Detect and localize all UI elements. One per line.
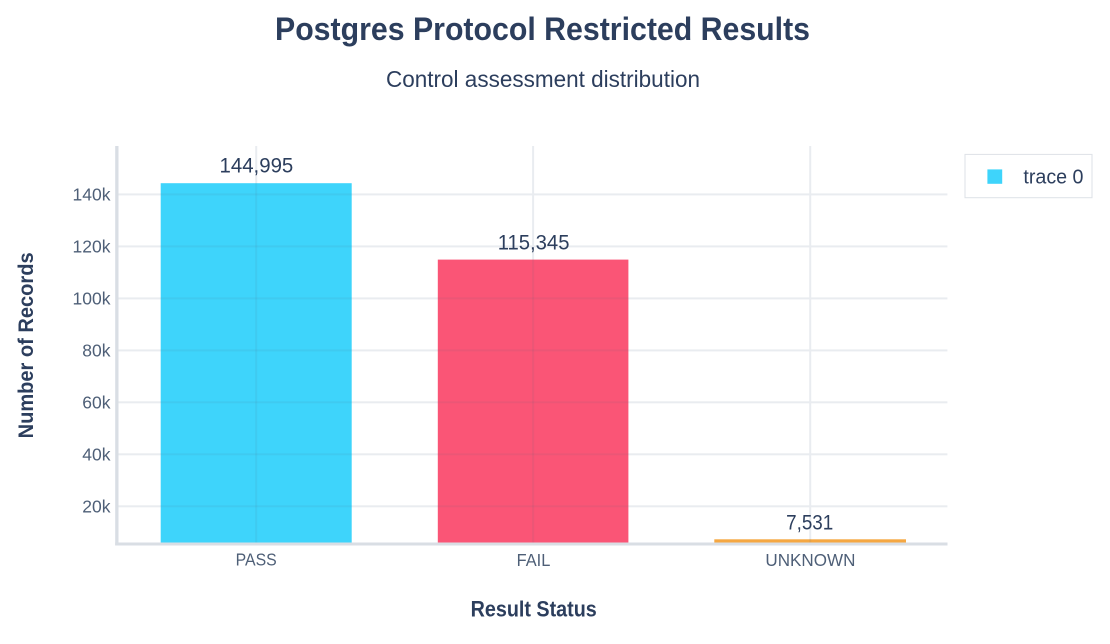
svg-text:100k: 100k	[73, 289, 111, 309]
svg-text:80k: 80k	[82, 341, 110, 361]
svg-text:144,995: 144,995	[220, 154, 294, 177]
svg-text:40k: 40k	[82, 445, 110, 465]
svg-text:140k: 140k	[73, 185, 111, 205]
svg-text:7,531: 7,531	[786, 512, 833, 535]
svg-text:115,345: 115,345	[498, 232, 570, 255]
svg-text:Result Status: Result Status	[471, 597, 597, 622]
svg-text:Control assessment distributio: Control assessment distribution	[386, 66, 700, 92]
svg-text:trace 0: trace 0	[1023, 166, 1083, 188]
svg-text:60k: 60k	[82, 393, 110, 413]
svg-text:FAIL: FAIL	[517, 550, 551, 570]
svg-text:120k: 120k	[73, 237, 111, 257]
svg-text:Number of Records: Number of Records	[15, 252, 38, 438]
svg-text:Postgres Protocol Restricted R: Postgres Protocol Restricted Results	[275, 11, 810, 47]
svg-text:20k: 20k	[82, 497, 110, 517]
svg-text:PASS: PASS	[236, 550, 277, 570]
svg-text:UNKNOWN: UNKNOWN	[765, 550, 855, 570]
